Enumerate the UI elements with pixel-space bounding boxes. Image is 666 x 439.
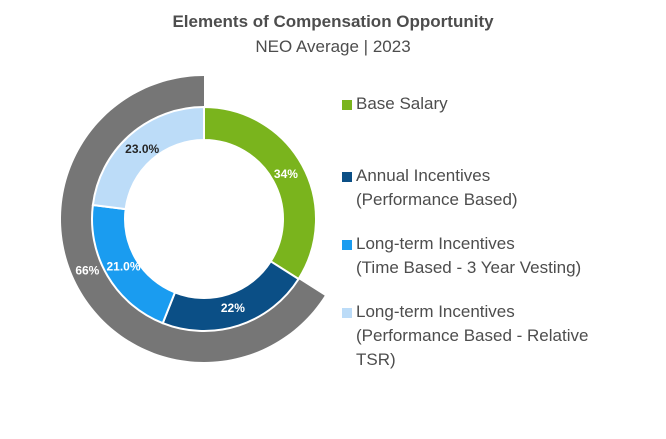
inner-ring — [91, 105, 317, 332]
legend-swatch — [342, 100, 352, 110]
outer-ring-label-0: 66% — [75, 263, 99, 277]
slice-long-term-incentives-performance-based-relative-tsr — [91, 105, 205, 211]
legend-label: Long-term Incentives (Time Based - 3 Yea… — [356, 234, 582, 277]
donut-chart: 66% 34% 22% 21.0% 23.0% — [60, 76, 325, 362]
legend-swatch — [342, 172, 352, 182]
slice-label-1: 22% — [221, 301, 245, 315]
chart-title: Elements of Compensation Opportunity — [172, 12, 494, 31]
chart-subtitle: NEO Average | 2023 — [255, 37, 411, 56]
legend-swatch — [342, 308, 352, 318]
legend-label: Long-term Incentives (Performance Based … — [356, 302, 589, 369]
slice-base-salary — [203, 105, 317, 281]
slice-label-0: 34% — [274, 167, 298, 181]
slice-label-3: 23.0% — [125, 142, 159, 156]
legend-swatch — [342, 240, 352, 250]
legend-label: Base Salary — [356, 94, 448, 113]
slice-label-2: 21.0% — [107, 260, 141, 274]
legend-label: Annual Incentives (Performance Based) — [356, 166, 518, 209]
slice-labels: 66% 34% 22% 21.0% 23.0% — [75, 142, 298, 315]
